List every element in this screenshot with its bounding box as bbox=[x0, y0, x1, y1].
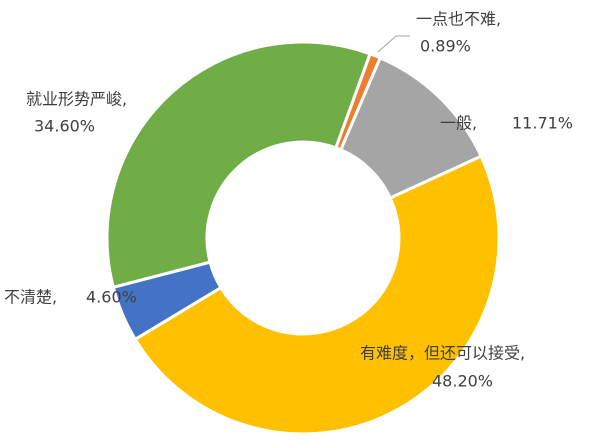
data-label-name: 不清楚, bbox=[4, 288, 57, 307]
data-label-name: 一点也不难, bbox=[416, 10, 501, 29]
data-label-name: 就业形势严峻, bbox=[26, 90, 127, 109]
data-label-value: 11.71% bbox=[512, 114, 573, 133]
donut-slice bbox=[105, 40, 372, 290]
data-label-value: 4.60% bbox=[86, 288, 137, 307]
data-label-name: 一般, bbox=[440, 114, 477, 133]
data-label-name: 有难度，但还可以接受, bbox=[360, 344, 525, 363]
donut-slice bbox=[133, 154, 501, 436]
data-label-value: 0.89% bbox=[420, 37, 471, 56]
data-label-value: 34.60% bbox=[34, 117, 95, 136]
data-label-value: 48.20% bbox=[432, 372, 493, 391]
leader-line bbox=[377, 35, 410, 53]
